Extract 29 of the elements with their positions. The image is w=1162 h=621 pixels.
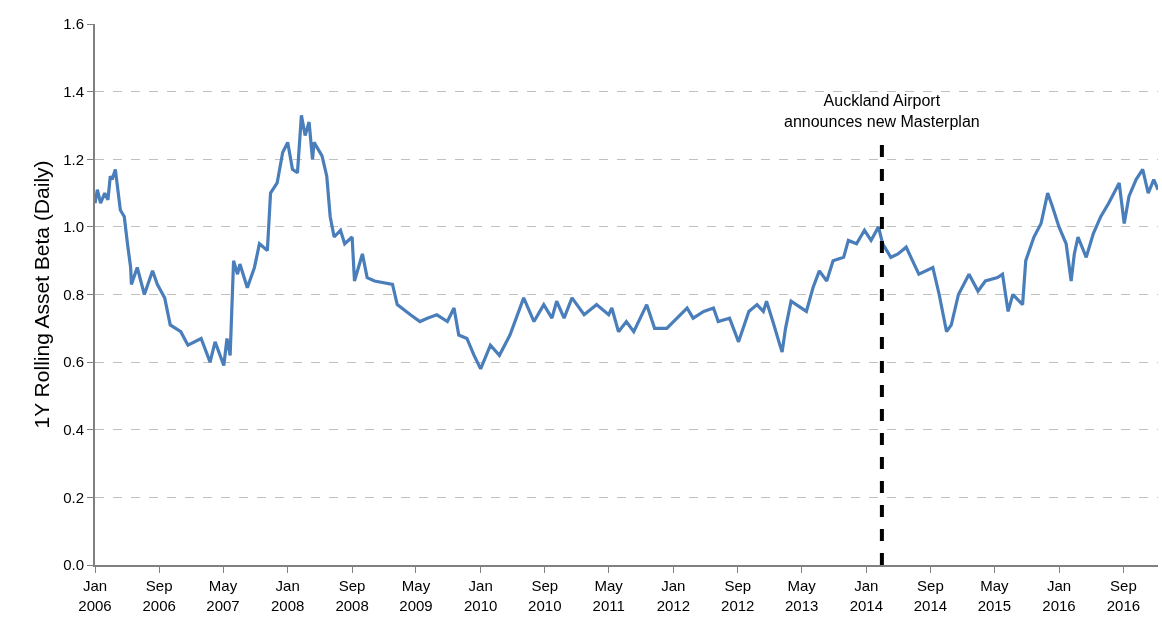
y-tick-label: 1.0: [63, 218, 84, 236]
y-tick-label: 0.0: [63, 556, 84, 574]
x-tick-label: May 2011: [592, 577, 625, 614]
line-series: [95, 113, 1158, 371]
y-tick-label: 0.2: [63, 488, 84, 506]
x-tick-label: May 2007: [206, 577, 240, 614]
x-tick-label: Jan 2012: [656, 577, 691, 614]
x-tick-label: Jan 2016: [1042, 577, 1076, 614]
y-tick-label: 0.6: [63, 353, 84, 371]
x-tick-label: May 2013: [784, 577, 819, 614]
y-tick-label: 0.4: [63, 421, 84, 438]
y-tick-label: 1.2: [63, 150, 84, 168]
x-tick-label: Jan 2014: [849, 577, 884, 614]
y-tick-label: 1.4: [63, 82, 84, 100]
x-tick-label: Jan 2008: [271, 577, 305, 614]
x-tick-label: Jan 2006: [78, 577, 112, 614]
ref-line-label: Auckland Airport announces new Masterplan: [784, 92, 980, 130]
x-tick-label: Sep 2014: [913, 577, 948, 614]
x-tick-label: Sep 2008: [335, 577, 369, 614]
y-tick-label: 1.6: [63, 15, 84, 33]
y-axis-title: 1Y Rolling Asset Beta (Daily): [29, 160, 53, 429]
y-tick-label: 0.8: [63, 285, 84, 303]
x-tick-label: May 2009: [399, 577, 433, 614]
x-tick-label: Sep 2010: [528, 577, 562, 614]
x-tick-label: Sep 2016: [1106, 577, 1141, 614]
x-tick-label: Jan 2010: [463, 577, 498, 614]
x-tick-label: May 2015: [977, 577, 1012, 614]
x-tick-label: Sep 2006: [142, 577, 176, 614]
x-tick-label: Sep 2012: [721, 577, 755, 614]
